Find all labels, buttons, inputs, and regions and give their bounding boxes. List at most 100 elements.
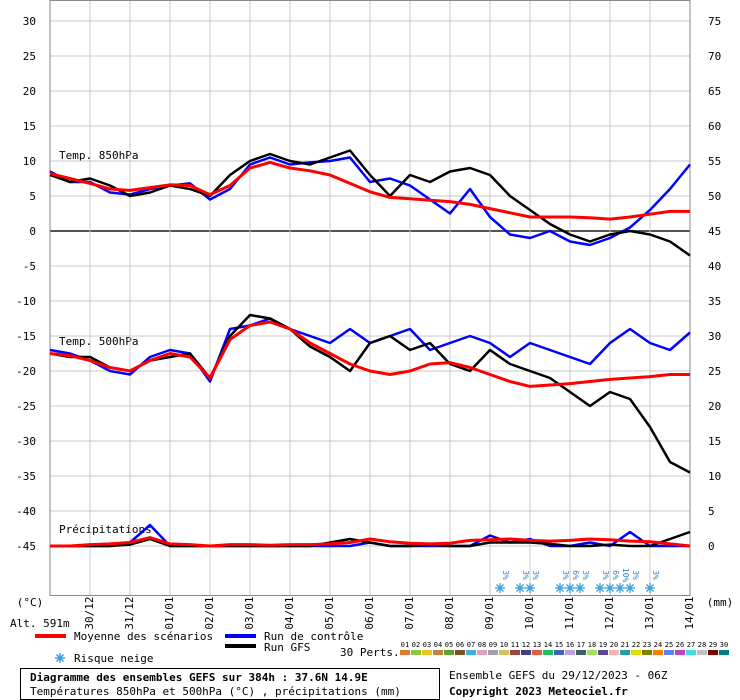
pert-swatch (620, 650, 630, 655)
pert-label: 03 (423, 641, 431, 649)
snow-label: 10% (621, 568, 630, 583)
y-tick-label: -10 (16, 295, 36, 308)
snow-marker (595, 583, 605, 593)
snow-label: 3% (601, 570, 610, 580)
annotation: Temp. 850hPa (59, 149, 138, 162)
pert-label: 14 (544, 641, 552, 649)
y2-tick-label: 65 (708, 85, 721, 98)
pert-swatch (422, 650, 432, 655)
pert-label: 08 (478, 641, 486, 649)
snow-marker (605, 583, 615, 593)
y2-tick-label: 50 (708, 190, 721, 203)
snow-icon (55, 653, 65, 663)
snow-stroke (566, 584, 574, 592)
pert-label: 01 (401, 641, 409, 649)
pert-swatch (576, 650, 586, 655)
copyright: Copyright 2023 Meteociel.fr (449, 685, 628, 698)
series-line (49, 149, 691, 257)
x-tick-label: 14/01 (683, 596, 696, 629)
pert-label: 24 (654, 641, 662, 649)
pert-label: 13 (533, 641, 541, 649)
x-tick-label: 05/01 (323, 596, 336, 629)
pert-swatch (675, 650, 685, 655)
pert-label: 29 (709, 641, 717, 649)
altitude: Alt. 591m (10, 617, 70, 630)
snow-stroke (596, 584, 604, 592)
pert-swatch (719, 650, 729, 655)
snow-stroke (626, 584, 634, 592)
y2-tick-label: 0 (708, 540, 715, 553)
pert-swatch (400, 650, 410, 655)
x-tick-label: 04/01 (283, 596, 296, 629)
y-tick-label: -45 (16, 540, 36, 553)
plot-frame (49, 0, 691, 596)
pert-swatch (510, 650, 520, 655)
series-line (49, 320, 690, 388)
pert-swatch (466, 650, 476, 655)
snow-label: 3% (651, 570, 660, 580)
subtitle: Températures 850hPa et 500hPa (°C) , pré… (30, 685, 401, 698)
x-tick-label: 02/01 (203, 596, 216, 629)
series-line (49, 160, 690, 221)
y2-tick-label: 30 (708, 330, 721, 343)
perturbations-label: 30 Perts. (340, 646, 400, 659)
snow-stroke (526, 584, 534, 592)
snow-label: 3% (501, 570, 510, 580)
snow-label: 3% (561, 570, 570, 580)
pert-label: 04 (434, 641, 442, 649)
pert-swatch (532, 650, 542, 655)
snow-marker (625, 583, 635, 593)
y2-tick-label: 10 (708, 470, 721, 483)
y-tick-label: -40 (16, 505, 36, 518)
snow-marker (495, 583, 505, 593)
pert-swatch (554, 650, 564, 655)
snow-label: 3% (631, 570, 640, 580)
snow-marker (615, 583, 625, 593)
y2-tick-label: 20 (708, 400, 721, 413)
snow-label: 3% (521, 570, 530, 580)
x-tick-label: 08/01 (443, 596, 456, 629)
snow-stroke (646, 584, 654, 592)
pert-label: 05 (445, 641, 453, 649)
y-tick-label: 5 (29, 190, 36, 203)
pert-swatch (499, 650, 509, 655)
y-tick-label: -35 (16, 470, 36, 483)
pert-swatch (433, 650, 443, 655)
y2-tick-label: 75 (708, 15, 721, 28)
pert-swatch (642, 650, 652, 655)
pert-swatch (609, 650, 619, 655)
x-tick-label: 31/12 (123, 596, 136, 629)
x-tick-label: 03/01 (243, 596, 256, 629)
legend-label: Moyenne des scénarios (74, 630, 213, 643)
snow-stroke (606, 584, 614, 592)
x-tick-label: 12/01 (603, 596, 616, 629)
x-tick-label: 11/01 (563, 596, 576, 629)
pert-swatch (587, 650, 597, 655)
pert-label: 10 (500, 641, 508, 649)
x-tick-label: 30/12 (83, 596, 96, 629)
pert-label: 12 (522, 641, 530, 649)
snow-label: 6% (611, 570, 620, 580)
y-tick-label: 30 (23, 15, 36, 28)
x-tick-label: 01/01 (163, 596, 176, 629)
pert-label: 09 (489, 641, 497, 649)
snow-marker (565, 583, 575, 593)
y2-tick-label: 5 (708, 505, 715, 518)
y-tick-label: 25 (23, 50, 36, 63)
pert-label: 21 (621, 641, 629, 649)
pert-swatch (686, 650, 696, 655)
title: Diagramme des ensembles GEFS sur 384h : … (30, 671, 368, 684)
pert-swatch (455, 650, 465, 655)
pert-swatch (708, 650, 718, 655)
snow-stroke (516, 584, 524, 592)
pert-swatch (543, 650, 553, 655)
snow-marker (575, 583, 585, 593)
pert-swatch (565, 650, 575, 655)
y-tick-label: 10 (23, 155, 36, 168)
pert-swatch (411, 650, 421, 655)
legend: Moyenne des scénarios Run de contrôle Ru… (35, 630, 400, 665)
y2-tick-label: 60 (708, 120, 721, 133)
y-tick-label: -25 (16, 400, 36, 413)
pert-label: 02 (412, 641, 420, 649)
